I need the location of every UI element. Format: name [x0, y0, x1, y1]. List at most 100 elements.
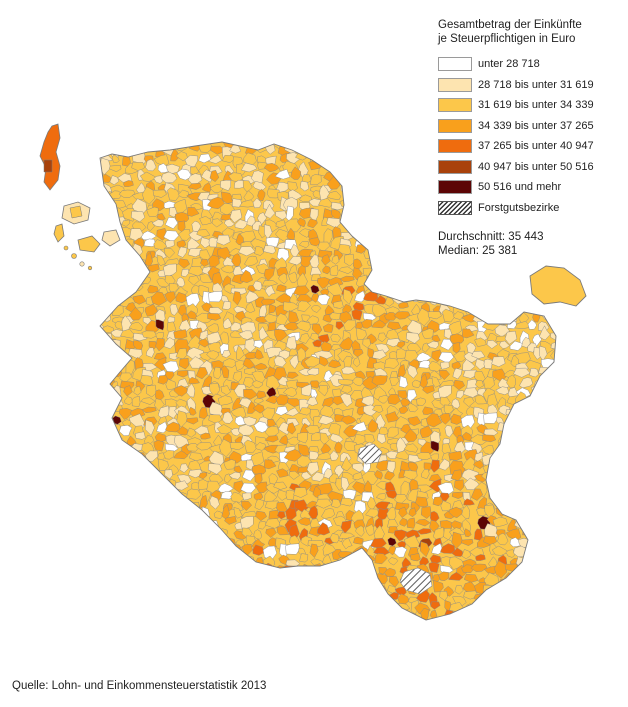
- municipality-cell: [180, 526, 191, 535]
- municipality-cell: [407, 364, 418, 379]
- legend-title-line1: Gesamtbetrag der Einkünfte: [438, 19, 582, 31]
- municipality-cell: [323, 467, 333, 479]
- municipality-cell: [422, 385, 435, 394]
- municipality-cell: [245, 301, 256, 314]
- municipality-cell: [120, 546, 137, 556]
- municipality-cell: [173, 142, 188, 148]
- municipality-cell: [135, 431, 146, 440]
- municipality-cell: [550, 414, 556, 425]
- municipality-cell: [125, 598, 135, 610]
- municipality-cell: [321, 508, 335, 519]
- municipality-cell: [428, 275, 445, 289]
- municipality-cell: [406, 160, 421, 172]
- municipality-cell: [342, 489, 357, 500]
- municipality-cell: [250, 581, 265, 592]
- municipality-cell: [503, 593, 516, 602]
- municipality-cell: [118, 408, 133, 420]
- municipality-cell: [230, 491, 245, 503]
- municipality-cell: [527, 319, 537, 330]
- municipality-cell: [254, 442, 266, 451]
- municipality-cell: [244, 338, 256, 353]
- municipality-cell: [379, 142, 388, 147]
- municipality-cell: [529, 418, 542, 430]
- municipality-cell: [321, 153, 332, 162]
- municipality-cell: [224, 219, 235, 228]
- municipality-cell: [312, 339, 323, 348]
- municipality-cell: [407, 416, 422, 427]
- municipality-cell: [209, 533, 221, 544]
- municipality-cell: [477, 612, 487, 620]
- municipality-cell: [120, 328, 136, 339]
- municipality-cell: [405, 211, 420, 223]
- municipality-cell: [222, 300, 232, 310]
- municipality-cell: [387, 275, 395, 285]
- municipality-cell: [404, 219, 417, 229]
- municipality-cell: [176, 426, 189, 436]
- municipality-cell: [407, 252, 419, 267]
- legend-item: 34 339 bis unter 37 265: [438, 116, 623, 137]
- municipality-cell: [167, 501, 177, 513]
- municipality-cell: [518, 510, 534, 522]
- municipality-cell: [441, 258, 457, 269]
- municipality-cell: [113, 454, 125, 467]
- municipality-cell: [100, 586, 114, 600]
- municipality-cell: [549, 461, 556, 474]
- municipality-cell: [225, 593, 235, 604]
- municipality-cell: [85, 328, 99, 342]
- municipality-cell: [176, 378, 189, 388]
- municipality-cell: [153, 175, 164, 184]
- municipality-cell: [483, 412, 498, 424]
- municipality-cell: [400, 263, 414, 278]
- municipality-cell: [142, 546, 159, 556]
- legend-label: 50 516 und mehr: [478, 181, 562, 194]
- municipality-cell: [514, 443, 532, 457]
- municipality-cell: [134, 502, 145, 511]
- municipality-cell: [548, 603, 556, 612]
- municipality-cell: [529, 367, 539, 378]
- municipality-cell: [450, 469, 463, 481]
- municipality-cell: [256, 390, 267, 399]
- municipality-cell: [498, 578, 510, 588]
- municipality-cell: [276, 468, 289, 478]
- municipality-cell: [103, 602, 114, 611]
- municipality-cell: [167, 187, 180, 201]
- municipality-cell: [409, 142, 421, 159]
- municipality-cell: [473, 460, 484, 470]
- municipality-cell: [448, 450, 463, 461]
- municipality-cell: [386, 144, 398, 155]
- municipality-cell: [342, 599, 361, 611]
- municipality-cell: [167, 572, 182, 585]
- municipality-cell: [147, 284, 159, 294]
- municipality-cell: [119, 424, 133, 436]
- municipality-cell: [112, 463, 123, 473]
- municipality-cell: [353, 178, 364, 195]
- municipality-cell: [120, 515, 131, 528]
- municipality-cell: [200, 600, 210, 610]
- municipality-cell: [384, 312, 398, 321]
- municipality-cell: [497, 479, 514, 490]
- municipality-cell: [371, 375, 388, 386]
- municipality-cell: [533, 447, 544, 462]
- municipality-cell: [538, 389, 550, 403]
- municipality-cell: [509, 481, 521, 493]
- municipality-cell: [409, 262, 421, 274]
- municipality-cell: [90, 403, 99, 414]
- municipality-cell: [145, 159, 157, 172]
- municipality-cell: [211, 609, 221, 620]
- municipality-cell: [554, 317, 556, 333]
- municipality-cell: [418, 276, 429, 285]
- municipality-cell: [154, 602, 165, 612]
- municipality-cell: [462, 294, 478, 307]
- municipality-cell: [528, 484, 543, 492]
- municipality-cell: [100, 538, 114, 547]
- legend-title-line2: je Steuerpflichtigen in Euro: [438, 33, 576, 45]
- municipality-cell: [426, 340, 439, 349]
- municipality-cell: [374, 145, 384, 157]
- municipality-cell: [343, 319, 357, 331]
- municipality-cell: [553, 394, 556, 406]
- municipality-cell: [187, 183, 202, 190]
- municipality-cell: [176, 276, 186, 288]
- municipality-cell: [387, 557, 399, 566]
- municipality-cell: [398, 405, 409, 414]
- municipality-cell: [353, 349, 364, 358]
